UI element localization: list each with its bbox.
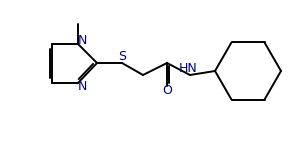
Text: O: O: [162, 85, 172, 98]
Text: N: N: [77, 34, 87, 47]
Text: HN: HN: [179, 63, 197, 76]
Text: S: S: [118, 50, 126, 64]
Text: N: N: [77, 80, 87, 93]
